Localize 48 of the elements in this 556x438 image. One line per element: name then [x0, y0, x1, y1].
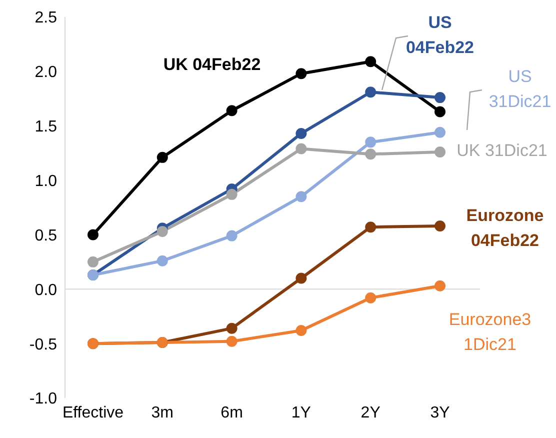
point — [296, 143, 307, 154]
point — [365, 292, 376, 304]
y-tick-label: -0.5 — [29, 336, 58, 354]
point — [226, 105, 238, 116]
x-tick-label: 2Y — [360, 404, 381, 422]
y-tick-label: 0.0 — [34, 282, 58, 299]
y-tick-label: 2.0 — [34, 64, 58, 82]
point — [226, 230, 238, 242]
point — [365, 56, 376, 68]
point — [88, 256, 98, 268]
point — [296, 325, 307, 336]
point — [226, 322, 238, 334]
point — [365, 86, 376, 98]
point — [434, 220, 446, 232]
point — [226, 188, 238, 200]
point — [88, 229, 98, 240]
point — [156, 152, 168, 163]
text: US 31Dic21 — [488, 67, 552, 112]
point — [156, 226, 168, 237]
y-tick-label: 0.5 — [34, 227, 58, 244]
series-label: Eurozone 04Feb22 — [466, 206, 544, 250]
x-tick-label: 3m — [151, 404, 174, 422]
text: US 04Feb22 — [406, 13, 474, 58]
point — [296, 68, 307, 80]
x-tick-label: 6m — [220, 404, 243, 422]
point — [434, 106, 446, 118]
point — [365, 148, 376, 160]
point — [226, 336, 238, 347]
point — [434, 280, 446, 292]
y-tick-label: 1.0 — [34, 172, 58, 190]
x-tick-label: 1Y — [291, 404, 312, 422]
y-tick-label: -1.0 — [29, 390, 58, 408]
legend-label: UK 31Dic21 — [456, 141, 548, 160]
series-label: Eurozone3 1Dic21 — [448, 310, 532, 354]
point — [365, 222, 376, 233]
point — [296, 191, 307, 202]
x-tick-label: Effective — [62, 404, 124, 422]
series-label: UK 04Feb22 — [163, 55, 261, 74]
point — [434, 126, 446, 138]
y-tick-label: 2.5 — [34, 10, 58, 27]
point — [296, 272, 307, 284]
point — [156, 255, 168, 266]
point — [365, 136, 376, 148]
point — [434, 92, 446, 104]
point — [296, 128, 307, 139]
point — [434, 146, 446, 158]
y-tick-label: 1.5 — [34, 118, 58, 136]
x-tick-label: 3Y — [430, 404, 450, 422]
